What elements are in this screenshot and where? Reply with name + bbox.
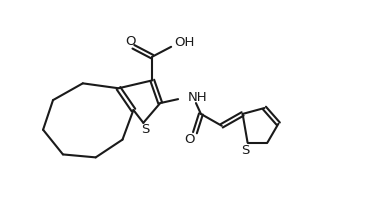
Text: S: S: [241, 144, 250, 157]
Text: S: S: [141, 123, 149, 136]
Text: O: O: [184, 133, 194, 146]
Text: NH: NH: [188, 91, 208, 104]
Text: OH: OH: [174, 36, 194, 49]
Text: O: O: [125, 35, 136, 48]
